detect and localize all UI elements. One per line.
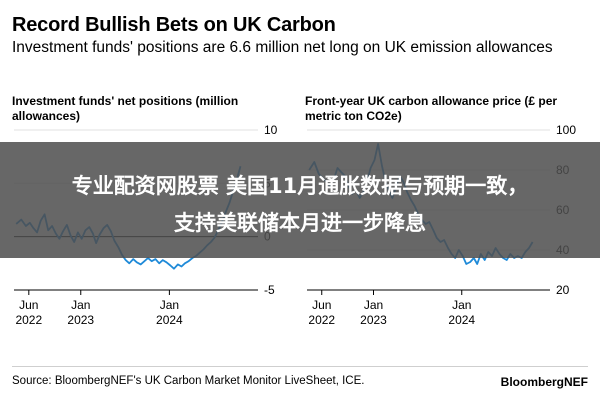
right-panel-title: Front-year UK carbon allowance price (£ … xyxy=(305,94,558,123)
left-y-tick-label-3: -5 xyxy=(264,283,275,297)
left-y-tick-label-0: 10 xyxy=(264,123,278,137)
right-x-tick-label-0: Jun xyxy=(312,298,331,312)
chart-title: Record Bullish Bets on UK Carbon xyxy=(12,14,336,36)
footer-divider xyxy=(12,366,588,367)
chart-subtitle: Investment funds' positions are 6.6 mill… xyxy=(12,39,553,56)
left-x-tick-year-2: 2024 xyxy=(156,313,183,327)
right-y-tick-label-0: 100 xyxy=(556,123,576,137)
overlay-headline-line-1: 专业配资网股票 美国11月通胀数据与预期一致， xyxy=(71,174,529,198)
brand-logo-text: BloombergNEF xyxy=(500,375,588,389)
left-x-tick-label-0: Jun xyxy=(19,298,38,312)
left-panel-title: Investment funds' net positions (million… xyxy=(12,94,239,123)
right-x-tick-label-1: Jan xyxy=(364,298,383,312)
source-note: Source: BloombergNEF's UK Carbon Market … xyxy=(12,375,365,387)
right-x-tick-year-1: 2023 xyxy=(360,313,387,327)
news-overlay-banner xyxy=(0,142,600,258)
right-y-tick-label-4: 20 xyxy=(556,283,570,297)
left-x-tick-label-1: Jan xyxy=(71,298,90,312)
right-x-tick-year-0: 2022 xyxy=(308,313,335,327)
left-x-tick-year-1: 2023 xyxy=(67,313,94,327)
left-x-tick-label-2: Jan xyxy=(160,298,179,312)
left-x-tick-year-0: 2022 xyxy=(15,313,42,327)
right-x-tick-year-2: 2024 xyxy=(448,313,475,327)
overlay-headline-line-2: 支持美联储本月进一步降息 xyxy=(174,211,426,235)
right-x-tick-label-2: Jan xyxy=(452,298,471,312)
